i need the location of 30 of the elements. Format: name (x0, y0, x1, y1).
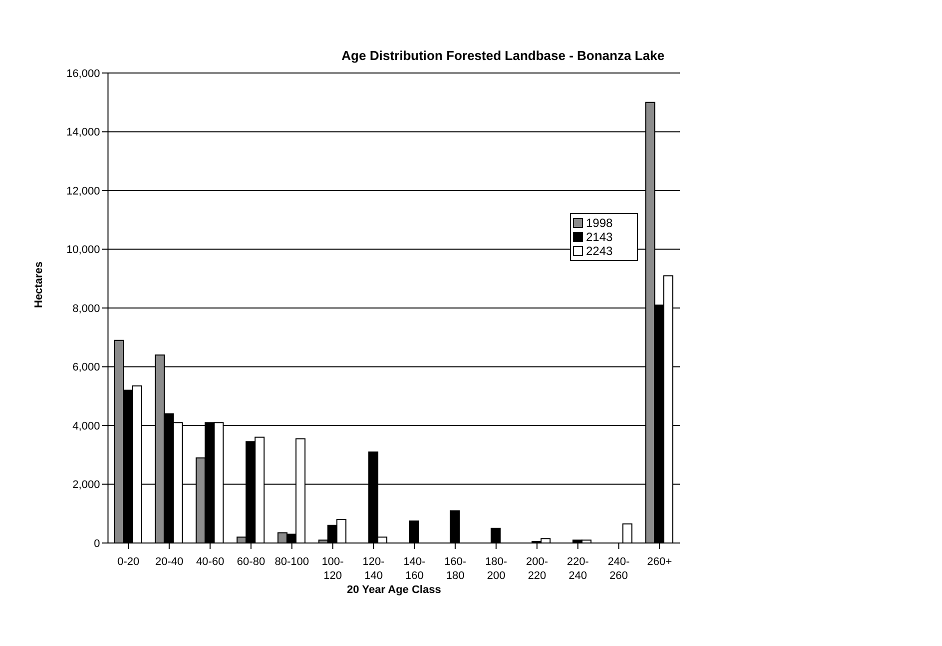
x-tick-label: 100-120 (322, 556, 344, 582)
bar (622, 523, 632, 543)
x-tick-label: 0-20 (117, 556, 140, 568)
x-tick-label: 60-80 (236, 556, 266, 568)
x-tick-label: 40-60 (196, 556, 224, 568)
legend-label: 2243 (586, 244, 613, 258)
x-axis-title: 20 Year Age Class (346, 584, 442, 596)
y-tick-label: 2,000 (72, 479, 100, 492)
x-tick-label: 200-220 (526, 556, 548, 582)
x-tick-label: 140-160 (403, 556, 426, 582)
x-tick-label: 240-260 (608, 556, 630, 582)
y-tick-label: 6,000 (72, 362, 100, 374)
x-tick-label: 80-100 (274, 556, 309, 568)
x-tick-label: 160-180 (444, 556, 467, 582)
y-tick-label: 12,000 (66, 185, 100, 198)
y-tick-label: 0 (94, 538, 100, 550)
y-tick-label: 16,000 (66, 68, 100, 80)
legend-label: 2143 (586, 230, 613, 244)
legend-label: 1998 (586, 216, 613, 230)
y-tick-label: 10,000 (66, 244, 100, 256)
y-tick-label: 14,000 (66, 126, 100, 139)
chart-title: Age Distribution Forested Landbase - Bonanza Lake (340, 47, 666, 63)
y-axis-title: Hectares (32, 262, 45, 308)
x-tick-label: 120-140 (362, 556, 385, 582)
x-tick-label: 20-40 (155, 556, 184, 568)
y-tick-label: 4,000 (72, 420, 100, 432)
y-tick-label: 8,000 (72, 302, 100, 315)
x-tick-label: 180-200 (485, 556, 508, 582)
x-tick-label: 220-240 (566, 556, 590, 582)
x-tick-label: 260+ (647, 556, 672, 568)
